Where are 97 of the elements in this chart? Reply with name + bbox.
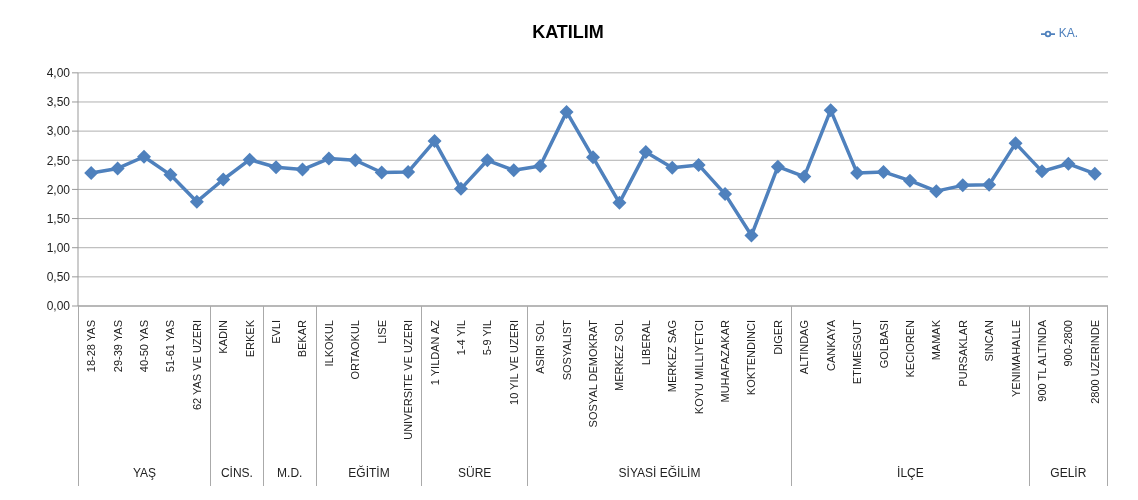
x-tick-label: KADIN xyxy=(217,319,230,354)
x-tick-label: 29-39 YAS xyxy=(111,320,124,373)
x-tick-label: 1 YILDAN AZ xyxy=(428,319,441,386)
point xyxy=(374,165,389,180)
point xyxy=(929,184,944,199)
x-tick-label: EVLI xyxy=(270,320,283,344)
x-tick-label: 18-28 YAS xyxy=(85,320,98,373)
x-tick-label: 5-9 YIL xyxy=(481,320,494,356)
point xyxy=(718,187,733,202)
point xyxy=(295,162,310,177)
point xyxy=(401,164,416,179)
point xyxy=(216,172,231,187)
point xyxy=(559,104,574,119)
point xyxy=(269,160,284,175)
y-tick-label: 1,50 xyxy=(46,211,71,226)
y-tick-label: 2,00 xyxy=(46,182,71,197)
text: İLÇE xyxy=(896,466,925,480)
point xyxy=(137,149,152,164)
point xyxy=(691,157,706,172)
point xyxy=(242,152,257,167)
x-tick-label: YENIMAHALLE xyxy=(1009,320,1022,398)
text: SÜRE xyxy=(456,466,493,480)
point xyxy=(506,163,521,178)
point xyxy=(1034,164,1049,179)
text: M.D. xyxy=(276,466,304,480)
point xyxy=(797,169,812,184)
x-tick-label: PURSAKLAR xyxy=(956,319,969,387)
x-tick-label: ALTINDAG xyxy=(798,320,811,375)
x-tick-label: ORTAOKUL xyxy=(349,320,362,380)
x-tick-label: LISE xyxy=(375,320,388,344)
x-tick-label: 900-2800 xyxy=(1062,320,1075,367)
point xyxy=(321,151,336,166)
y-tick-label: 2,50 xyxy=(46,153,71,168)
text: YAŞ xyxy=(131,466,158,480)
x-tick-label: ASIRI SOL xyxy=(534,320,547,374)
x-tick-label: GOLBASI xyxy=(877,320,890,369)
point xyxy=(1008,136,1023,151)
point xyxy=(982,177,997,192)
legend-label: KA. xyxy=(1058,26,1078,40)
point xyxy=(638,145,653,160)
x-tick-label: SOSYAL DEMOKRAT xyxy=(587,319,599,428)
y-tick-label: 1,00 xyxy=(46,240,71,255)
x-tick-label: BEKAR xyxy=(296,319,309,358)
x-tick-label: 51-61 YAS xyxy=(164,320,177,373)
chart-title: KATILIM xyxy=(532,22,604,42)
point xyxy=(876,164,891,179)
y-tick-label: 0,00 xyxy=(46,299,71,314)
text: GELİR xyxy=(1049,466,1088,480)
x-tick-label: 900 TL ALTINDA xyxy=(1035,319,1048,402)
x-tick-label: SOSYALIST xyxy=(560,319,573,381)
text: CİNS. xyxy=(219,466,254,480)
x-tick-label: SINCAN xyxy=(983,319,996,362)
x-tick-label: 1-4 YIL xyxy=(454,320,467,356)
x-tick-label: MUHAFAZAKAR xyxy=(719,319,732,403)
x-tick-label: 10 YIL VE UZERI xyxy=(507,320,520,405)
y-tick-label: 0,50 xyxy=(46,270,71,285)
point xyxy=(612,195,627,210)
point xyxy=(189,194,204,209)
x-tick-label: DIGER xyxy=(771,319,784,355)
point xyxy=(665,160,680,175)
point xyxy=(163,167,178,182)
point xyxy=(1087,166,1102,181)
point xyxy=(823,103,838,118)
text: EĞİTİM xyxy=(347,466,391,480)
x-tick-label: UNIVERSITE VE UZERI xyxy=(402,320,415,440)
point xyxy=(84,166,99,181)
y-tick-label: 3,00 xyxy=(46,124,71,139)
x-tick-label: MAMAK xyxy=(930,319,943,361)
point xyxy=(850,166,865,181)
point xyxy=(770,159,785,174)
point xyxy=(427,134,442,149)
x-tick-label: 40-50 YAS xyxy=(138,320,151,373)
x-tick-label: ETIMESGUT xyxy=(851,319,864,385)
x-tick-label: 2800 UZERINDE xyxy=(1088,320,1101,404)
y-tick-label: 4,00 xyxy=(46,66,71,81)
point xyxy=(533,159,548,174)
point xyxy=(586,150,600,165)
point xyxy=(453,181,468,196)
point xyxy=(480,153,495,168)
x-tick-label: 62 YAS VE UZERI xyxy=(190,320,203,411)
point xyxy=(744,228,759,243)
point xyxy=(110,161,125,176)
y-tick-label: 3,50 xyxy=(46,95,71,110)
x-tick-label: ERKEK xyxy=(243,319,256,358)
x-tick-label: LIBERAL xyxy=(639,320,652,366)
text: SİYASİ EĞİLİM xyxy=(617,466,702,480)
x-tick-label: KECIOREN xyxy=(903,319,916,378)
x-tick-label: ILKOKUL xyxy=(322,320,335,367)
point xyxy=(955,178,970,193)
x-tick-label: MERKEZ SAG xyxy=(666,320,679,393)
x-tick-label: KOKTENDINCI xyxy=(745,320,758,396)
x-tick-label: MERKEZ SOL xyxy=(613,320,626,391)
x-tick-label: CANKAYA xyxy=(824,319,837,371)
point xyxy=(1061,156,1076,171)
x-tick-label: KOYU MILLIYETCI xyxy=(692,320,705,415)
point xyxy=(348,153,363,168)
point xyxy=(902,173,917,188)
